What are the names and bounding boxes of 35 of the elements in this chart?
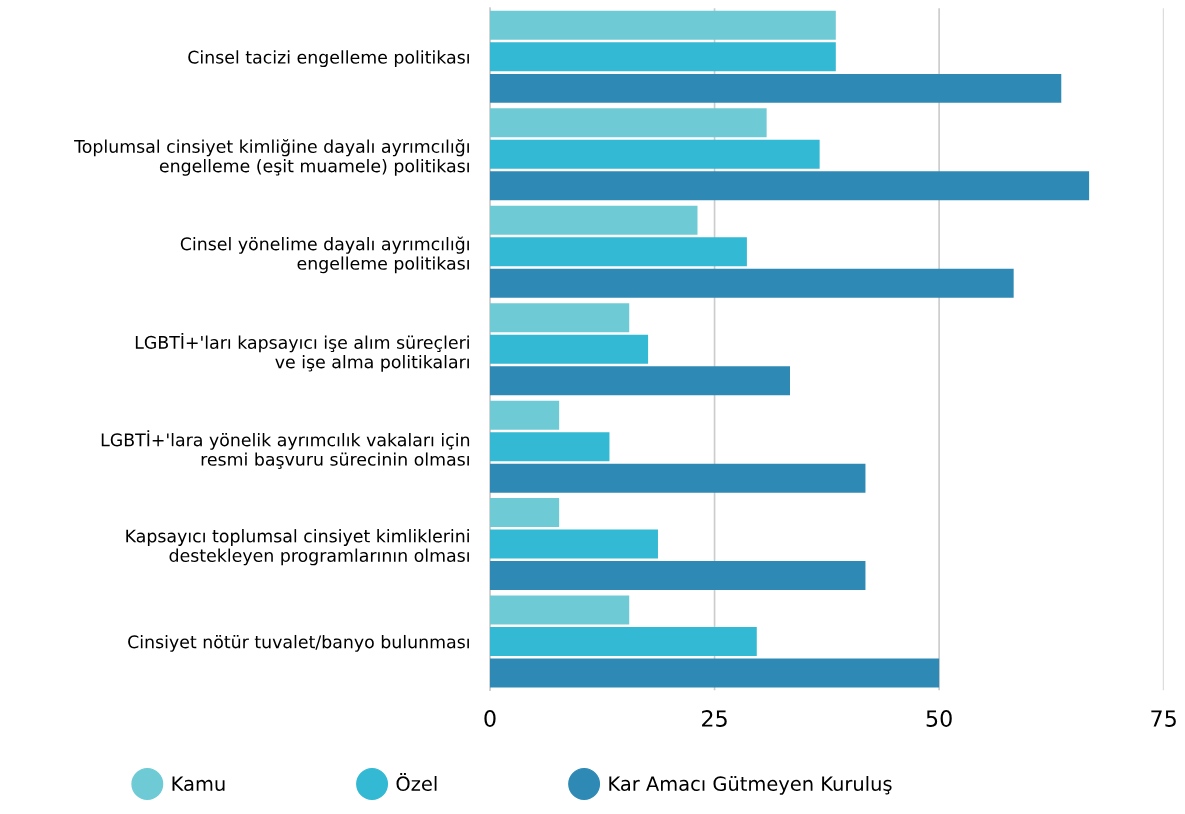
y-tick-label: Cinsiyet nötür tuvalet/banyo bulunması [128, 634, 469, 652]
bar [490, 529, 658, 559]
y-tick-label: Cinsel tacizi engelleme politikası [188, 50, 469, 68]
bar [490, 334, 649, 364]
bar [490, 627, 757, 657]
bar [490, 237, 747, 267]
x-tick-label: 75 [1151, 710, 1176, 727]
bar [490, 108, 767, 138]
bar [490, 400, 560, 430]
bar [490, 205, 698, 235]
y-tick-label: Kapsayıcı toplumsal cinsiyet kimliklerini destekleyen programlarının olması [126, 529, 469, 566]
bar [490, 42, 836, 72]
y-tick-label: LGBTİ+'lara yönelik ayrımcılık vakaları için resmi başvuru sürecinin olması [101, 430, 470, 469]
x-tick-label: 25 [702, 710, 727, 727]
x-tick-label: 50 [926, 710, 952, 727]
bar [490, 595, 630, 625]
bar [490, 498, 560, 528]
bar [490, 561, 866, 591]
x-tick-label: 0 [484, 710, 496, 727]
y-tick-label: Cinsel yönelime dayalı ayrımcılığı engelleme politikası [180, 236, 469, 274]
bar [490, 303, 630, 333]
bar [490, 268, 1014, 298]
bar [490, 366, 791, 396]
bar [490, 658, 940, 688]
bar [490, 73, 1062, 103]
bar [490, 463, 866, 493]
y-tick-label: LGBTİ+'ları kapsayıcı işe alım süreçleri ve işe alma politikaları [135, 332, 469, 372]
bar [490, 432, 610, 462]
bar [490, 171, 1090, 201]
bar [490, 10, 836, 40]
legend-label: Kar Amacı Gütmeyen Kuruluş [609, 775, 892, 795]
y-tick-label: Toplumsal cinsiyet kimliğine dayalı ayrımcılığı engelleme (eşit muamele) politikası [74, 139, 469, 176]
bar [490, 139, 820, 169]
legend-label: Özel [396, 773, 437, 792]
legend-label: Kamu [172, 776, 225, 792]
